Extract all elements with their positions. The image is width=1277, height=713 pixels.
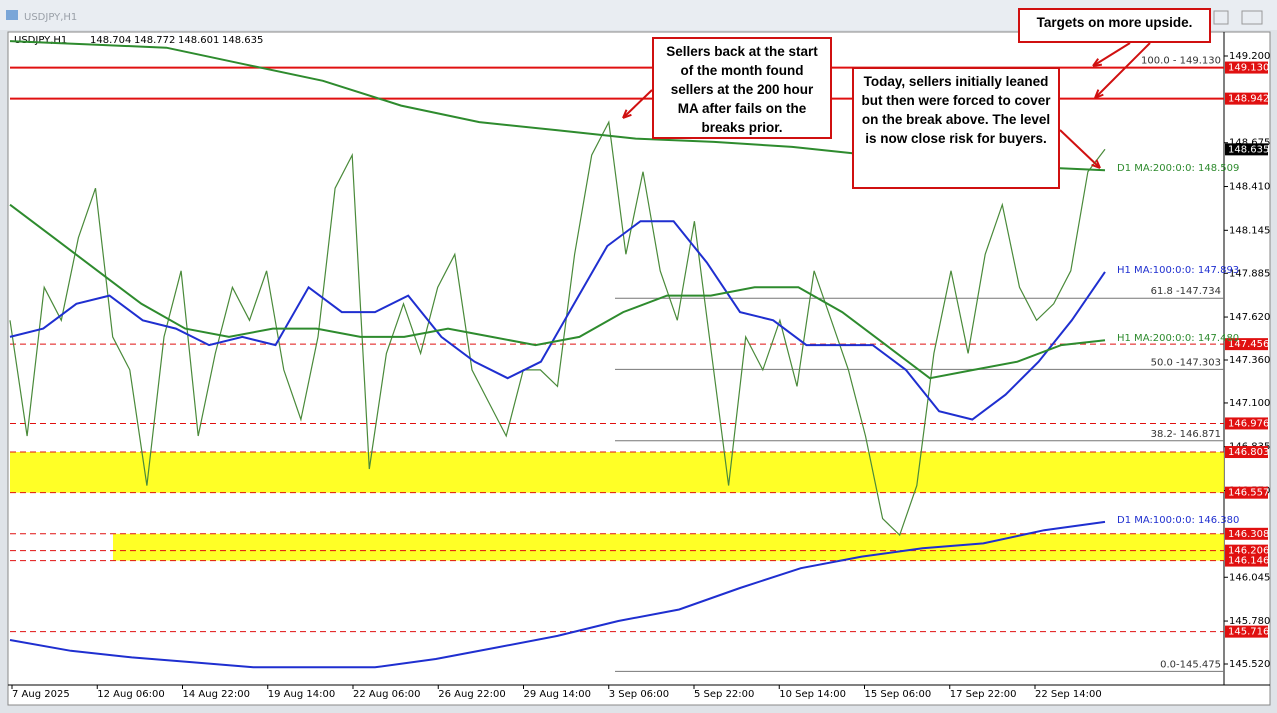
- level-label: 146.206: [1228, 546, 1269, 557]
- fib-label: 38.2- 146.871: [1151, 429, 1221, 440]
- time-tick-label: 19 Aug 14:00: [268, 689, 335, 700]
- annotation: Sellers back at the start of the month f…: [652, 37, 832, 139]
- annotation: Today, sellers initially leaned but then…: [852, 67, 1060, 189]
- arrow: [622, 89, 653, 119]
- support-zone: [113, 533, 1224, 561]
- level-label: 146.146: [1228, 556, 1269, 567]
- price-tick-label: 148.410: [1229, 182, 1270, 193]
- support-zone: [10, 452, 1224, 493]
- level-label: 149.130: [1228, 63, 1269, 74]
- level-label-box: [1225, 446, 1268, 459]
- moving-average: [9, 220, 1106, 421]
- fib-label: 0.0-145.475: [1160, 659, 1221, 670]
- ma-label: H1 MA:100:0:0: 147.893: [1117, 265, 1239, 276]
- fib-label: 61.8 -147.734: [1151, 286, 1221, 297]
- level-label-box: [1225, 61, 1268, 74]
- level-label: 145.716: [1228, 627, 1269, 638]
- time-tick-label: 14 Aug 22:00: [183, 689, 250, 700]
- header-price: 148.601: [178, 35, 219, 46]
- time-tick-label: 10 Sep 14:00: [779, 689, 846, 700]
- level-label-box: [1225, 625, 1268, 638]
- level-label-box: [1225, 544, 1268, 557]
- close-button[interactable]: [1241, 10, 1263, 25]
- arrow-head: [1094, 89, 1104, 99]
- maximize-button[interactable]: [1213, 10, 1229, 25]
- arrow-head: [622, 109, 632, 119]
- price-line: [9, 120, 1106, 537]
- moving-average: [9, 520, 1106, 669]
- time-tick-label: 12 Aug 06:00: [97, 689, 164, 700]
- price-tick-label: 147.360: [1229, 355, 1270, 366]
- level-label: 147.456: [1228, 339, 1269, 350]
- current-price-label: 148.635: [1228, 144, 1269, 155]
- level-label-box: [1225, 527, 1268, 540]
- time-tick-label: 29 Aug 14:00: [524, 689, 591, 700]
- ma-label: D1 MA:200:0:0: 148.509: [1117, 163, 1239, 174]
- price-tick-label: 145.520: [1229, 659, 1270, 670]
- time-tick-label: 15 Sep 06:00: [865, 689, 932, 700]
- level-label-box: [1225, 554, 1268, 567]
- price-tick-label: 147.100: [1229, 398, 1270, 409]
- chart-frame: [7, 31, 1271, 706]
- header-price: 148.704: [90, 35, 131, 46]
- price-tick-label: 148.675: [1229, 138, 1270, 149]
- time-tick-label: 22 Sep 14:00: [1035, 689, 1102, 700]
- level-label: 146.308: [1228, 529, 1269, 540]
- level-label-box: [1225, 92, 1268, 105]
- header-price: 148.772: [134, 35, 175, 46]
- arrow: [1094, 42, 1151, 99]
- header-symbol: USDJPY,H1: [14, 35, 67, 46]
- ma-label: H1 MA:200:0:0: 147.480: [1117, 333, 1239, 344]
- time-tick-label: 22 Aug 06:00: [353, 689, 420, 700]
- ma-label: D1 MA:100:0:0: 146.380: [1117, 515, 1239, 526]
- arrow: [1059, 129, 1101, 169]
- time-tick-label: 7 Aug 2025: [12, 689, 70, 700]
- level-label: 146.803: [1228, 447, 1269, 458]
- time-tick-label: 5 Sep 22:00: [694, 689, 754, 700]
- arrow-head: [1092, 58, 1103, 67]
- arrow-head: [1091, 159, 1101, 169]
- header-price: 148.635: [222, 35, 263, 46]
- moving-average: [9, 203, 1106, 380]
- level-label-box: [1225, 338, 1268, 351]
- current-price-box: [1225, 143, 1268, 156]
- price-tick-label: 147.885: [1229, 268, 1270, 279]
- time-tick-label: 17 Sep 22:00: [950, 689, 1017, 700]
- fib-label: 50.0 -147.303: [1151, 357, 1221, 368]
- window-title: USDJPY,H1: [24, 12, 77, 23]
- level-label-box: [1225, 417, 1268, 430]
- level-label: 146.557: [1228, 488, 1269, 499]
- time-tick-label: 26 Aug 22:00: [438, 689, 505, 700]
- arrow: [1092, 42, 1131, 67]
- price-tick-label: 149.200: [1229, 51, 1270, 62]
- price-tick-label: 147.620: [1229, 312, 1270, 323]
- time-tick-label: 3 Sep 06:00: [609, 689, 669, 700]
- window-icon: [6, 10, 18, 20]
- annotation: Targets on more upside.: [1018, 8, 1211, 43]
- price-tick-label: 145.780: [1229, 616, 1270, 627]
- fib-label: 100.0 - 149.130: [1141, 56, 1221, 67]
- level-label: 146.976: [1228, 418, 1269, 429]
- level-label-box: [1225, 486, 1268, 499]
- level-label: 148.942: [1228, 94, 1269, 105]
- price-tick-label: 146.045: [1229, 572, 1270, 583]
- price-tick-label: 148.145: [1229, 225, 1270, 236]
